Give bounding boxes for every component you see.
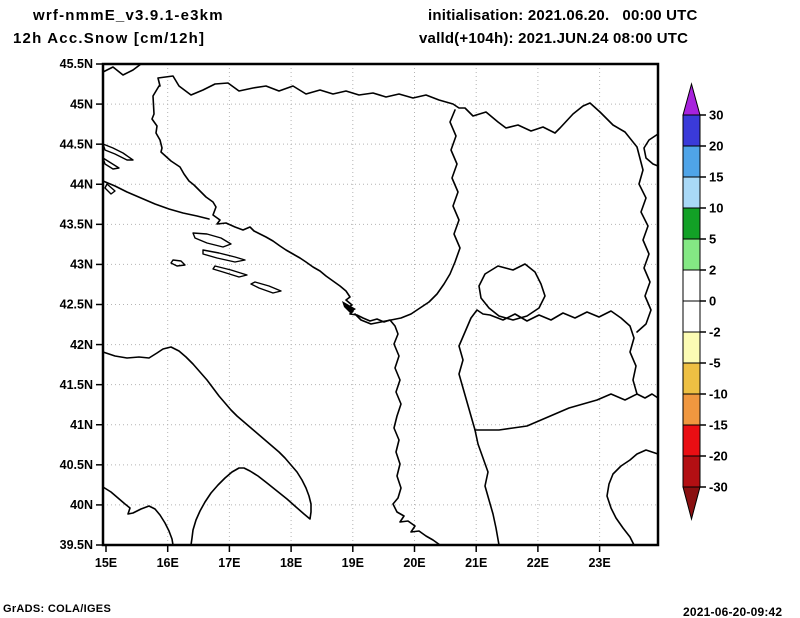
- gridlines-group: [103, 64, 658, 545]
- colorbar-segment: [682, 114, 701, 147]
- lat-tick-label: 40N: [70, 498, 93, 512]
- border-albania-greece: [474, 429, 500, 546]
- colorbar-segment: [682, 455, 701, 488]
- colorbar-tick-label: 20: [709, 139, 723, 154]
- colorbar-tick-label: -15: [709, 418, 728, 433]
- colorbar-segment: [682, 424, 701, 457]
- island-kornati: [104, 183, 116, 195]
- colorbar-segment: [682, 331, 701, 364]
- lat-tick-label: 45.5N: [60, 57, 93, 71]
- coastline-italy-adriatic: [102, 346, 312, 546]
- coastline-adriatic-balkan: [151, 85, 441, 546]
- colorbar-segment: [682, 238, 701, 271]
- colorbar-segment: [682, 362, 701, 395]
- lon-tick-label: 23E: [588, 556, 610, 570]
- colorbar-segment: [682, 269, 701, 302]
- coastline-italy-tyrrhenian: [102, 486, 174, 546]
- border-north-macedonia: [458, 309, 638, 431]
- lon-tick-label: 18E: [280, 556, 302, 570]
- lon-tick-label: 20E: [403, 556, 425, 570]
- lat-tick-label: 44N: [70, 177, 93, 191]
- lon-tick-label: 21E: [465, 556, 487, 570]
- colorbar-segment: [682, 300, 701, 333]
- lon-tick-label: 15E: [95, 556, 117, 570]
- lat-tick-label: 41.5N: [60, 378, 93, 392]
- island-korcula: [212, 265, 248, 278]
- coastline-zadar-spur: [102, 180, 210, 220]
- lon-tick-label: 16E: [157, 556, 179, 570]
- colorbar-tick-label: 10: [709, 201, 723, 216]
- border-bulgaria-greece-east: [636, 393, 659, 399]
- axes-group: 45.5N 45N 44.5N 44N 43.5N 43N 42.5N 42N 41.5N 41N…: [60, 57, 611, 570]
- island-dugi-otok: [102, 157, 120, 170]
- colorbar-segment: [682, 145, 701, 178]
- border-romania-arc: [643, 133, 659, 167]
- bay-kotor: [342, 301, 356, 313]
- grads-credit: GrADS: COLA/IGES: [3, 603, 112, 615]
- island-mljet: [250, 281, 282, 294]
- border-drina-montenegro: [354, 109, 461, 325]
- geography-group: [102, 63, 659, 546]
- island-pag: [102, 143, 134, 161]
- valid-time-line: valld(+104h): 2021.JUN.24 08:00 UTC: [419, 30, 689, 47]
- colorbar-arrow-bottom: [682, 486, 701, 521]
- lat-tick-label: 40.5N: [60, 458, 93, 472]
- lat-tick-label: 45N: [70, 97, 93, 111]
- lat-tick-label: 43N: [70, 258, 93, 272]
- lat-tick-label: 39.5N: [60, 538, 93, 552]
- initialisation-line: initialisation: 2021.06.20. 00:00 UTC: [428, 7, 698, 24]
- colorbar-tick-label: -10: [709, 387, 728, 402]
- border-kosovo: [478, 263, 546, 321]
- island-hvar: [202, 249, 246, 263]
- lon-tick-label: 19E: [342, 556, 364, 570]
- map-frame: [101, 62, 660, 547]
- colorbar-tick-label: -2: [709, 325, 721, 340]
- lat-tick-label: 41N: [70, 418, 93, 432]
- lon-tick-label: 17E: [218, 556, 240, 570]
- model-title: wrf-nmmE_v3.9.1-e3km: [33, 7, 224, 24]
- colorbar-segment: [682, 176, 701, 209]
- colorbar-tick-label: 2: [709, 263, 716, 278]
- colorbar-tick-label: 30: [709, 108, 723, 123]
- lon-tick-label: 22E: [527, 556, 549, 570]
- island-brac: [192, 232, 232, 248]
- colorbar-tick-label: -5: [709, 356, 721, 371]
- colorbar-segment: [682, 207, 701, 240]
- map-canvas: 45.5N 45N 44.5N 44N 43.5N 43N 42.5N 42N 41.5N 41N…: [60, 57, 660, 570]
- lat-tick-label: 42.5N: [60, 298, 93, 312]
- product-title: 12h Acc.Snow [cm/12h]: [13, 30, 206, 47]
- colorbar-tick-label: 5: [709, 232, 716, 247]
- colorbar-segment: [682, 393, 701, 426]
- creation-timestamp: 2021-06-20-09:42: [683, 605, 783, 618]
- lat-tick-label: 42N: [70, 338, 93, 352]
- colorbar-tick-label: -20: [709, 449, 728, 464]
- colorbar-tick-label: -30: [709, 480, 728, 495]
- colorbar-tick-label: 15: [709, 170, 723, 185]
- lat-tick-label: 43.5N: [60, 218, 93, 232]
- colorbar-arrow-top: [682, 82, 701, 116]
- coastline-kvarner-hook: [102, 63, 142, 76]
- coastline-aegean: [606, 449, 659, 546]
- island-vis: [170, 259, 186, 267]
- lat-tick-label: 44.5N: [60, 137, 93, 151]
- colorbar-tick-label: 0: [709, 294, 716, 309]
- border-sava-danube-chain: [157, 75, 652, 333]
